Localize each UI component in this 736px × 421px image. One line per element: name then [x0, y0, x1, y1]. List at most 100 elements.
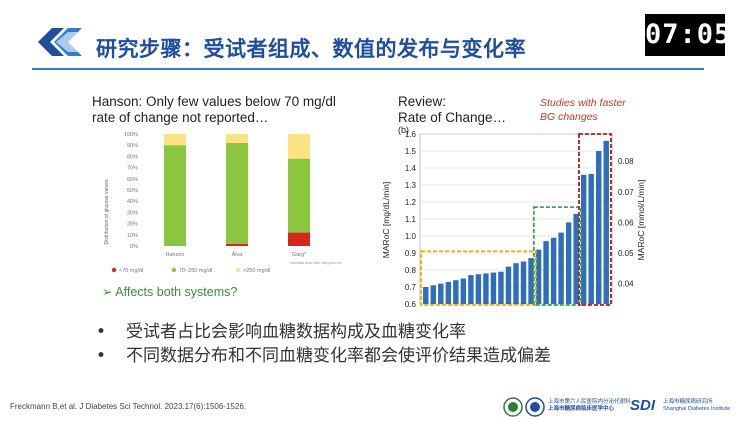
maroc-bar [483, 273, 489, 304]
stacked-bar-segment [226, 243, 248, 246]
maroc-bar [588, 173, 594, 304]
stacked-bar-segment [164, 145, 186, 246]
y-tick-label: 1.0 [405, 232, 417, 241]
y-tick-label: 40% [127, 199, 138, 205]
maroc-bar [513, 263, 519, 304]
y-tick-label: 1.1 [405, 215, 417, 224]
stacked-bar-segment [226, 134, 248, 143]
y-tick-label: 10% [127, 233, 138, 239]
y-tick-label: 100% [124, 132, 138, 138]
timer-display: 07:05 [645, 14, 730, 56]
legend-label: >250 mg/dl [243, 268, 270, 274]
y-tick-label: 0.7 [405, 283, 417, 292]
y-tick-label: 1.2 [405, 198, 417, 207]
maroc-bar [438, 283, 444, 304]
y-tick-label: 80% [127, 154, 138, 160]
legend-swatch [171, 267, 177, 273]
highlight-box [532, 206, 582, 306]
category-label: Alva [232, 252, 244, 258]
diamond-logo-icon [38, 28, 82, 56]
institution-name: 上海市第六人民医院内分泌代谢科 上海市糖尿病临床医学中心 [548, 399, 631, 413]
clinical-center-seal-icon [525, 397, 545, 417]
y-tick-label: 0% [130, 244, 138, 250]
right-chart-panel: Review: Rate of Change… Studies with fas… [380, 86, 650, 308]
slide-header: 研究步骤：受试者组成、数值的发布与变化率 [0, 0, 736, 70]
y-tick-label: 0.8 [405, 266, 417, 275]
category-label: Garg* [292, 252, 307, 258]
y-tick-label: 70% [127, 166, 138, 172]
y-tick-label: 1.5 [405, 147, 417, 156]
stacked-bar-segment [226, 142, 248, 244]
y-tick-label: 0.6 [405, 300, 417, 308]
stacked-bar-segment [288, 134, 310, 159]
reference-citation: Freckmann B,et al. J Diabetes Sci Techno… [10, 402, 246, 411]
bullet-text: 受试者占比会影响血糖数据构成及血糖变化率 [126, 322, 466, 342]
y2-tick-label: 0.04 [618, 280, 634, 289]
bullet-item: • 不同数据分布和不同血糖变化率都会使评价结果造成偏差 [96, 344, 551, 368]
legend-swatch [111, 267, 117, 273]
inst2-line2: Shanghai Diabetes Institute [663, 406, 731, 412]
stacked-bar-segment [288, 232, 310, 246]
right-title-line1: Review: [398, 94, 447, 109]
y-tick-label: 1.6 [405, 130, 417, 139]
legend-label: <70 mg/dl [119, 268, 143, 274]
right-panel-title: Review: Rate of Change… [398, 94, 528, 126]
maroc-bar [498, 271, 504, 304]
inst2-line1: 上海市糖尿病研究所 [663, 399, 713, 405]
footnote-label: *estimated share after categories exclud… [289, 261, 342, 265]
maroc-bar [573, 213, 579, 304]
note-line1: Studies with faster [540, 97, 626, 109]
highlight-box [420, 250, 537, 306]
legend-swatch [235, 267, 241, 273]
slide-title: 研究步骤：受试者组成、数值的发布与变化率 [96, 37, 526, 61]
y-tick-label: 90% [127, 143, 138, 149]
left-panel-bullet: ➢ Affects both systems? [102, 284, 237, 299]
maroc-bar [543, 241, 549, 304]
stacked-bar-segment [288, 158, 310, 233]
summary-bullets: • 受试者占比会影响血糖数据构成及血糖变化率 • 不同数据分布和不同血糖变化率都会使… [96, 320, 551, 368]
institute-name: 上海市糖尿病研究所 Shanghai Diabetes Institute [663, 399, 730, 413]
maroc-bar [505, 266, 512, 304]
maroc-bar [475, 274, 482, 304]
title-rule [32, 68, 704, 70]
hospital-seal-icon [503, 397, 523, 417]
stacked-bar-chart: Distribution of glucose values 0% 10% 20% 3… [104, 132, 342, 274]
note-line2: BG changes [540, 111, 598, 123]
stacked-bar-segment [164, 134, 186, 146]
bullet-dot-icon: • [96, 346, 107, 366]
y2-tick-label: 0.06 [618, 218, 634, 227]
maroc-bar [596, 151, 602, 304]
maroc-bar [550, 237, 557, 304]
maroc-bar [468, 275, 474, 304]
left-panel-title: Hanson: Only few values below 70 mg/dl r… [92, 94, 342, 126]
maroc-bar [430, 285, 436, 304]
y2-tick-label: 0.05 [618, 249, 634, 258]
y-axis-label-right: MARoC [mmol/L/min] [636, 180, 646, 261]
maroc-bar [558, 232, 564, 304]
footer-logos: 上海市第六人民医院内分泌代谢科 上海市糖尿病临床医学中心 SDI 上海市糖尿病研… [503, 395, 733, 419]
left-bullet-text: Affects both systems? [115, 285, 238, 299]
maroc-bar [453, 280, 459, 304]
left-chart-panel: Hanson: Only few values below 70 mg/dl r… [84, 86, 342, 308]
sdi-logo: SDI [630, 397, 656, 414]
y-tick-label: 20% [127, 222, 138, 228]
maroc-bar [580, 174, 587, 304]
y-tick-label: 60% [127, 177, 138, 183]
panel-label-b: (b) [398, 125, 409, 135]
bullet-text: 不同数据分布和不同血糖变化率都会使评价结果造成偏差 [126, 346, 551, 366]
maroc-bar [535, 249, 542, 304]
y-tick-label: 1.3 [405, 181, 417, 190]
left-title-line1: Hanson: Only few values below 70 mg/dl [92, 94, 336, 109]
maroc-bar [520, 261, 527, 304]
category-label: Hanson [166, 252, 185, 258]
y-tick-label: 0.9 [405, 249, 417, 258]
right-title-line2: Rate of Change… [398, 110, 507, 125]
inst1-line2: 上海市糖尿病临床医学中心 [548, 406, 615, 412]
legend-label: 70–250 mg/dl [179, 268, 212, 274]
bullet-item: • 受试者占比会影响血糖数据构成及血糖变化率 [96, 320, 551, 344]
highlight-box [578, 133, 612, 306]
y-tick-label: 30% [127, 210, 138, 216]
maroc-bar [490, 272, 497, 304]
left-title-line2: rate of change not reported… [92, 110, 269, 125]
maroc-bar [460, 278, 467, 304]
